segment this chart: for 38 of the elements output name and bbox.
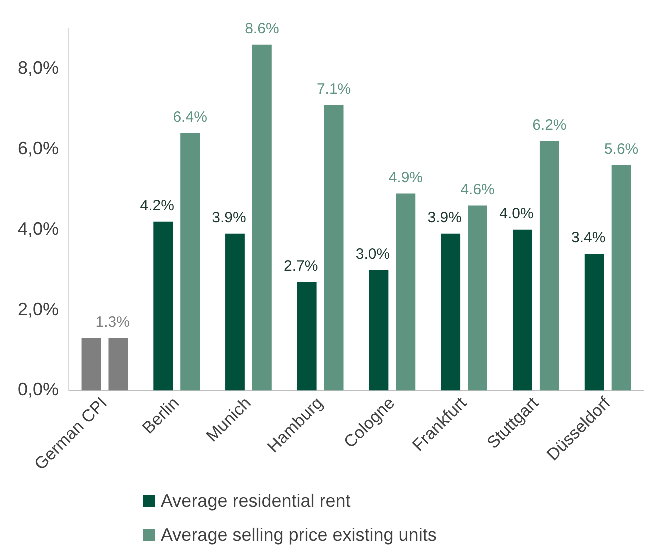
- y-tick-label: 8,0%: [18, 58, 60, 78]
- data-label: 3.0%: [356, 246, 390, 263]
- data-label: 6.2%: [532, 117, 567, 134]
- data-label: 7.1%: [316, 80, 352, 98]
- data-label: 6.4%: [173, 109, 208, 126]
- y-tick-label: 2,0%: [18, 299, 60, 320]
- data-label: 2.7%: [284, 258, 318, 275]
- data-label: 4.0%: [500, 206, 534, 223]
- bar: [297, 282, 317, 391]
- bar: [441, 234, 461, 391]
- bar: [584, 254, 604, 391]
- bar: [252, 44, 272, 391]
- bar: [226, 234, 245, 391]
- y-tick-label: 6,0%: [18, 138, 60, 158]
- legend-label: Average selling price existing units: [161, 524, 437, 546]
- data-label: 5.6%: [604, 141, 639, 158]
- bar: [82, 338, 102, 391]
- y-tick-label: 0,0%: [18, 380, 60, 400]
- bar: [468, 206, 488, 391]
- legend-label: Average residential rent: [161, 490, 351, 512]
- data-label: 4.2%: [140, 197, 174, 214]
- bar: [540, 141, 560, 391]
- y-tick-label: 4,0%: [18, 218, 60, 239]
- data-label: 3.9%: [212, 210, 246, 227]
- data-label: 4.6%: [460, 181, 495, 198]
- bar: [108, 338, 128, 391]
- bar: [396, 194, 416, 391]
- bar: [154, 222, 174, 391]
- data-label: 3.4%: [571, 230, 606, 247]
- data-label: 8.6%: [245, 20, 280, 38]
- bar: [180, 133, 200, 391]
- bar: [369, 270, 389, 391]
- data-label: 1.3%: [96, 314, 130, 332]
- bar: [513, 230, 532, 391]
- data-label: 3.9%: [428, 210, 462, 227]
- bar: [612, 166, 632, 391]
- bar: [324, 105, 344, 391]
- data-label: 4.9%: [388, 169, 424, 186]
